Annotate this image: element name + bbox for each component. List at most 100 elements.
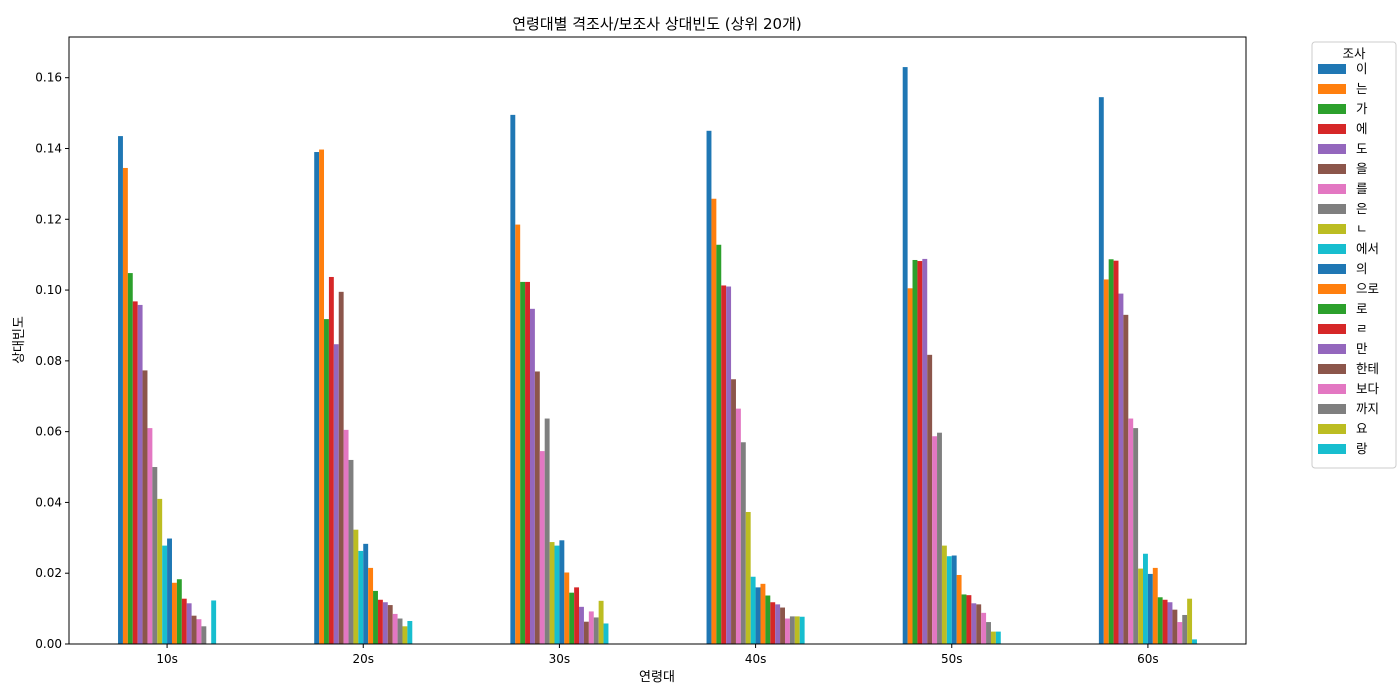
legend-swatch	[1318, 124, 1346, 134]
bar-20s-ㄴ	[353, 529, 359, 644]
bar-60s-의	[1147, 573, 1153, 644]
bar-40s-이	[706, 130, 712, 645]
legend-label: ㄴ	[1356, 221, 1368, 236]
x-tick-label: 50s	[941, 652, 963, 666]
bar-30s-에	[525, 281, 530, 644]
y-tick-label: 0.00	[35, 637, 62, 651]
bar-30s-로	[569, 592, 575, 644]
bar-20s-한테	[387, 605, 393, 644]
legend-label: ㄹ	[1356, 321, 1368, 336]
bar-20s-가	[324, 319, 329, 644]
bar-50s-보다	[981, 612, 987, 644]
x-axis: 10s 20s 30s 40s 50s 60s	[156, 644, 1159, 666]
bar-40s-요	[794, 616, 800, 644]
legend-swatch	[1318, 64, 1346, 74]
bar-10s-ㄹ	[181, 598, 187, 644]
legend-label: 로	[1356, 301, 1368, 316]
bar-40s-에서	[750, 576, 756, 644]
bar-20s-를	[343, 429, 349, 644]
bar-30s-까지	[593, 617, 599, 644]
bar-30s-를	[539, 451, 545, 644]
bar-10s-랑	[211, 600, 217, 644]
legend-label: 만	[1356, 341, 1368, 356]
bar-10s-에서	[162, 545, 168, 644]
bar-40s-ㄹ	[770, 602, 776, 644]
legend-swatch	[1318, 104, 1346, 114]
bar-40s-ㄴ	[745, 511, 751, 644]
chart-title: 연령대별 격조사/보조사 상대빈도 (상위 20개)	[512, 15, 802, 33]
y-tick-label: 0.02	[35, 566, 62, 580]
bar-50s-은	[937, 432, 942, 644]
bar-20s-에서	[358, 550, 364, 644]
bar-30s-을	[534, 371, 540, 644]
bar-20s-으로	[368, 567, 374, 644]
bar-30s-요	[598, 600, 604, 644]
legend-swatch	[1318, 444, 1346, 454]
legend-swatch	[1318, 364, 1346, 374]
bar-60s-에서	[1143, 553, 1148, 644]
bar-60s-가	[1108, 259, 1114, 644]
bar-50s-를	[932, 436, 938, 644]
bar-20s-의	[363, 543, 369, 644]
bar-30s-이	[510, 114, 516, 645]
legend-label: 까지	[1356, 401, 1379, 416]
bar-20s-은	[348, 459, 354, 644]
legend-swatch	[1318, 204, 1346, 214]
bar-30s-만	[579, 606, 584, 644]
bar-60s-까지	[1182, 614, 1188, 644]
legend-swatch	[1318, 224, 1346, 234]
bar-40s-랑	[799, 616, 805, 644]
y-tick-label: 0.16	[35, 71, 62, 85]
y-tick-label: 0.14	[35, 141, 62, 155]
legend-swatch	[1318, 144, 1346, 154]
legend-label: 의	[1356, 261, 1368, 276]
bar-10s-을	[142, 370, 148, 644]
bar-50s-도	[922, 258, 928, 644]
legend-label: 는	[1356, 81, 1368, 96]
bar-10s-이	[118, 136, 123, 644]
bar-40s-가	[716, 244, 722, 644]
legend-label: 가	[1356, 101, 1368, 116]
bar-10s-도	[137, 304, 143, 644]
legend-label: 으로	[1356, 281, 1379, 296]
legend-swatch	[1318, 284, 1346, 294]
bar-20s-도	[333, 344, 339, 644]
bar-40s-한테	[780, 607, 785, 644]
bar-40s-의	[755, 587, 761, 644]
bar-40s-보다	[785, 618, 790, 644]
bar-20s-까지	[397, 618, 403, 644]
legend-label: 을	[1356, 161, 1368, 176]
bar-10s-만	[186, 603, 192, 644]
y-axis-title: 상대빈도	[12, 316, 27, 364]
bar-40s-은	[740, 442, 746, 644]
bar-10s-으로	[171, 582, 177, 644]
bar-50s-요	[990, 631, 996, 644]
bar-50s-의	[951, 555, 957, 644]
bar-30s-는	[515, 224, 521, 644]
bar-10s-에	[132, 301, 138, 644]
bar-40s-으로	[760, 583, 766, 644]
bar-20s-랑	[407, 620, 413, 644]
bar-10s-까지	[201, 626, 207, 644]
legend-label: 를	[1356, 181, 1368, 196]
bar-30s-ㄹ	[574, 587, 580, 644]
legend-swatch	[1318, 184, 1346, 194]
bar-50s-까지	[986, 622, 991, 644]
bar-10s-ㄴ	[157, 498, 163, 644]
bar-50s-이	[902, 67, 908, 644]
bar-30s-은	[544, 418, 550, 644]
legend-label: 에	[1356, 121, 1368, 136]
bar-60s-도	[1118, 293, 1124, 644]
bar-20s-을	[338, 291, 344, 644]
y-tick-label: 0.08	[35, 354, 62, 368]
bar-30s-ㄴ	[549, 542, 555, 644]
x-tick-label: 60s	[1137, 652, 1159, 666]
legend-swatch	[1318, 424, 1346, 434]
bar-50s-에서	[946, 556, 952, 644]
bar-10s-한테	[191, 615, 197, 644]
bar-60s-에	[1113, 260, 1119, 644]
bar-60s-은	[1133, 428, 1139, 644]
legend-swatch	[1318, 404, 1346, 414]
